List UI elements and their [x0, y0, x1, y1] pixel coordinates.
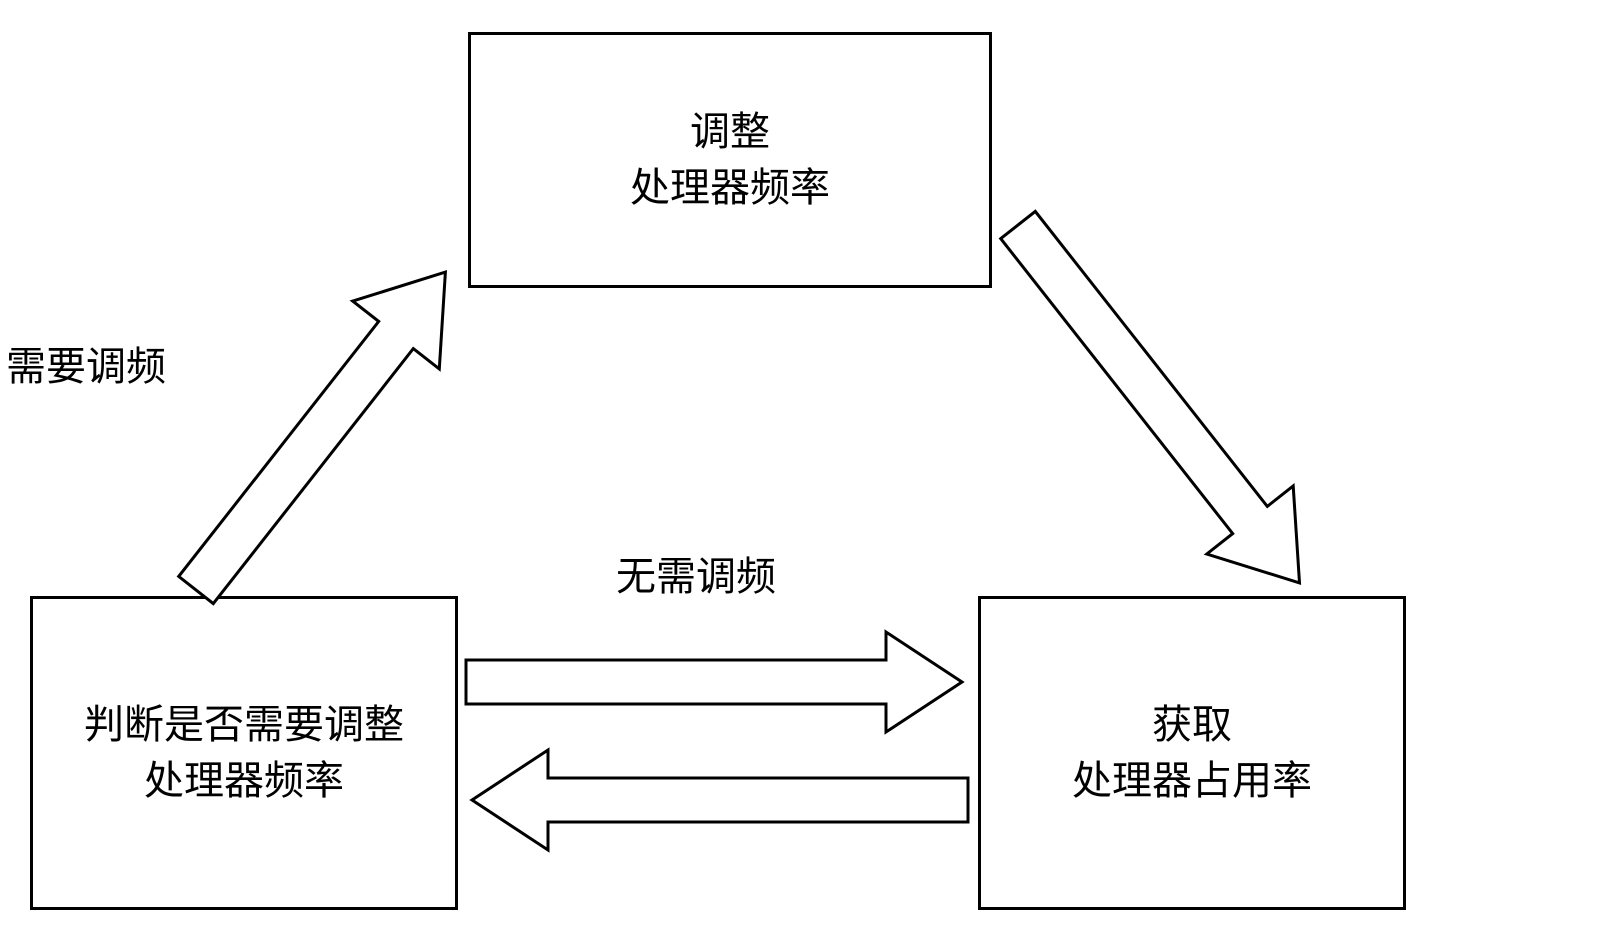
- arrow-decide-to-adjust-icon: [179, 272, 446, 603]
- arrow-layer: [0, 0, 1616, 936]
- arrow-decide-to-acquire-icon: [466, 632, 962, 732]
- arrow-adjust-to-acquire-icon: [1001, 211, 1300, 583]
- arrow-acquire-to-decide-icon: [472, 750, 968, 850]
